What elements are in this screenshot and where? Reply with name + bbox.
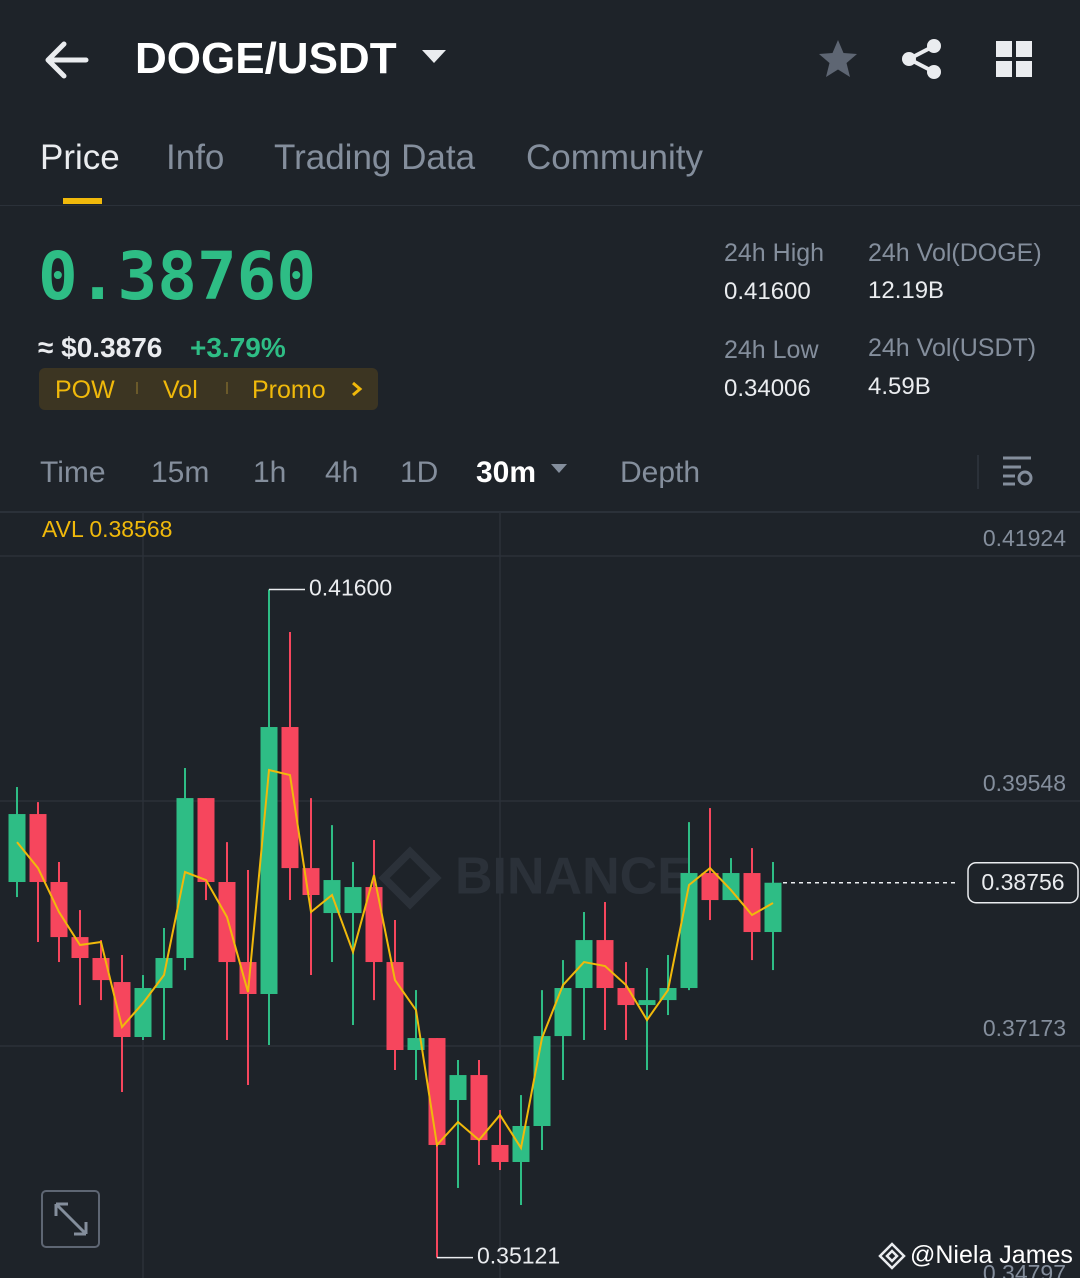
interval-selected[interactable]: 30m	[476, 456, 537, 489]
divider	[0, 205, 1080, 206]
candle-body	[197, 798, 215, 883]
candle-body	[8, 814, 26, 883]
stat-value: 4.59B	[868, 373, 931, 400]
candle-body	[176, 798, 194, 959]
back-button[interactable]	[44, 40, 90, 80]
candle-body	[281, 727, 299, 869]
interval[interactable]: 4h	[325, 456, 359, 489]
candle-body	[638, 1000, 656, 1006]
divider	[977, 455, 979, 489]
y-tick-label: 0.41924	[983, 525, 1066, 551]
credit-logo	[878, 1242, 906, 1270]
candle-body	[491, 1144, 509, 1162]
stat-label: 24h Low	[724, 336, 819, 364]
y-tick-label: 0.34797	[983, 1260, 1066, 1278]
tag-arrow[interactable]	[351, 381, 363, 397]
share-button[interactable]	[900, 38, 944, 80]
tag-separator	[136, 382, 138, 394]
stat-value: 0.34006	[724, 375, 811, 402]
candle-body	[365, 887, 383, 963]
stat-value: 0.41600	[724, 278, 811, 305]
y-tick-label: 0.37173	[983, 1015, 1066, 1041]
last-price-box	[967, 861, 1079, 904]
expand-icon	[54, 1202, 88, 1236]
stat-value: 12.19B	[868, 277, 945, 304]
candle-body	[722, 873, 740, 901]
tab[interactable]: Price	[40, 138, 120, 177]
tab[interactable]: Info	[166, 138, 225, 177]
candle-body	[554, 988, 572, 1037]
interval[interactable]: 1h	[253, 456, 287, 489]
interval-dropdown[interactable]	[550, 463, 568, 474]
candle-body	[260, 727, 278, 995]
candle-body	[92, 958, 110, 981]
tab[interactable]: Trading Data	[274, 138, 476, 177]
layout-button[interactable]	[996, 41, 1034, 79]
avl-name: AVL	[42, 516, 84, 542]
candle-body	[29, 814, 47, 883]
watermark-logo	[378, 846, 442, 910]
candle-body	[596, 940, 614, 989]
candle-body	[50, 882, 68, 938]
avl-value: 0.38568	[89, 516, 172, 542]
tab[interactable]: Community	[526, 138, 703, 177]
pair-dropdown[interactable]	[421, 49, 447, 65]
candle-body	[533, 1036, 551, 1127]
candle-body	[344, 887, 362, 914]
y-tick-label: 0.39548	[983, 770, 1066, 796]
candle-body	[239, 962, 257, 995]
interval[interactable]: Depth	[620, 456, 701, 489]
candle-body	[386, 962, 404, 1050]
chart-settings[interactable]	[1001, 455, 1035, 487]
tag-separator	[226, 382, 228, 394]
tag-bar	[39, 368, 378, 410]
candle-body	[71, 937, 89, 959]
credit: @Niela James	[910, 1241, 1073, 1269]
interval[interactable]: Time	[40, 456, 106, 489]
low-marker-label: 0.35121	[477, 1243, 560, 1269]
interval[interactable]: 1D	[400, 456, 439, 489]
usd-price: ≈ $0.3876	[38, 332, 163, 363]
tag[interactable]: Promo	[252, 376, 326, 404]
candle-body	[680, 873, 698, 989]
expand-button[interactable]	[41, 1190, 100, 1248]
candle-body	[701, 873, 719, 901]
avl-label: AVL 0.38568	[42, 516, 172, 542]
high-marker-label: 0.41600	[309, 575, 392, 601]
candle-body	[218, 882, 236, 963]
candle-body	[407, 1038, 425, 1050]
watermark: BINANCE	[455, 848, 692, 906]
candle-body	[743, 873, 761, 933]
stat-label: 24h Vol(USDT)	[868, 334, 1037, 362]
last-price-label: 0.38756	[981, 869, 1064, 895]
candle-body	[470, 1075, 488, 1141]
avl-line	[16, 768, 774, 1151]
interval[interactable]: 15m	[151, 456, 210, 489]
tag[interactable]: Vol	[163, 376, 198, 404]
favorite-button[interactable]	[816, 38, 860, 80]
candle-body	[449, 1075, 467, 1101]
candle-body	[575, 940, 593, 989]
last-price: 0.38760	[38, 238, 317, 315]
tab-indicator	[63, 198, 102, 204]
stat-label: 24h High	[724, 239, 825, 267]
candle-body	[428, 1038, 446, 1145]
candle-body	[134, 988, 152, 1038]
candle-body	[113, 982, 131, 1038]
price-change: +3.79%	[190, 332, 286, 363]
tag[interactable]: POW	[55, 376, 115, 404]
stat-label: 24h Vol(DOGE)	[868, 239, 1042, 267]
candle-body	[764, 882, 782, 933]
pair-title[interactable]: DOGE/USDT	[135, 34, 397, 83]
